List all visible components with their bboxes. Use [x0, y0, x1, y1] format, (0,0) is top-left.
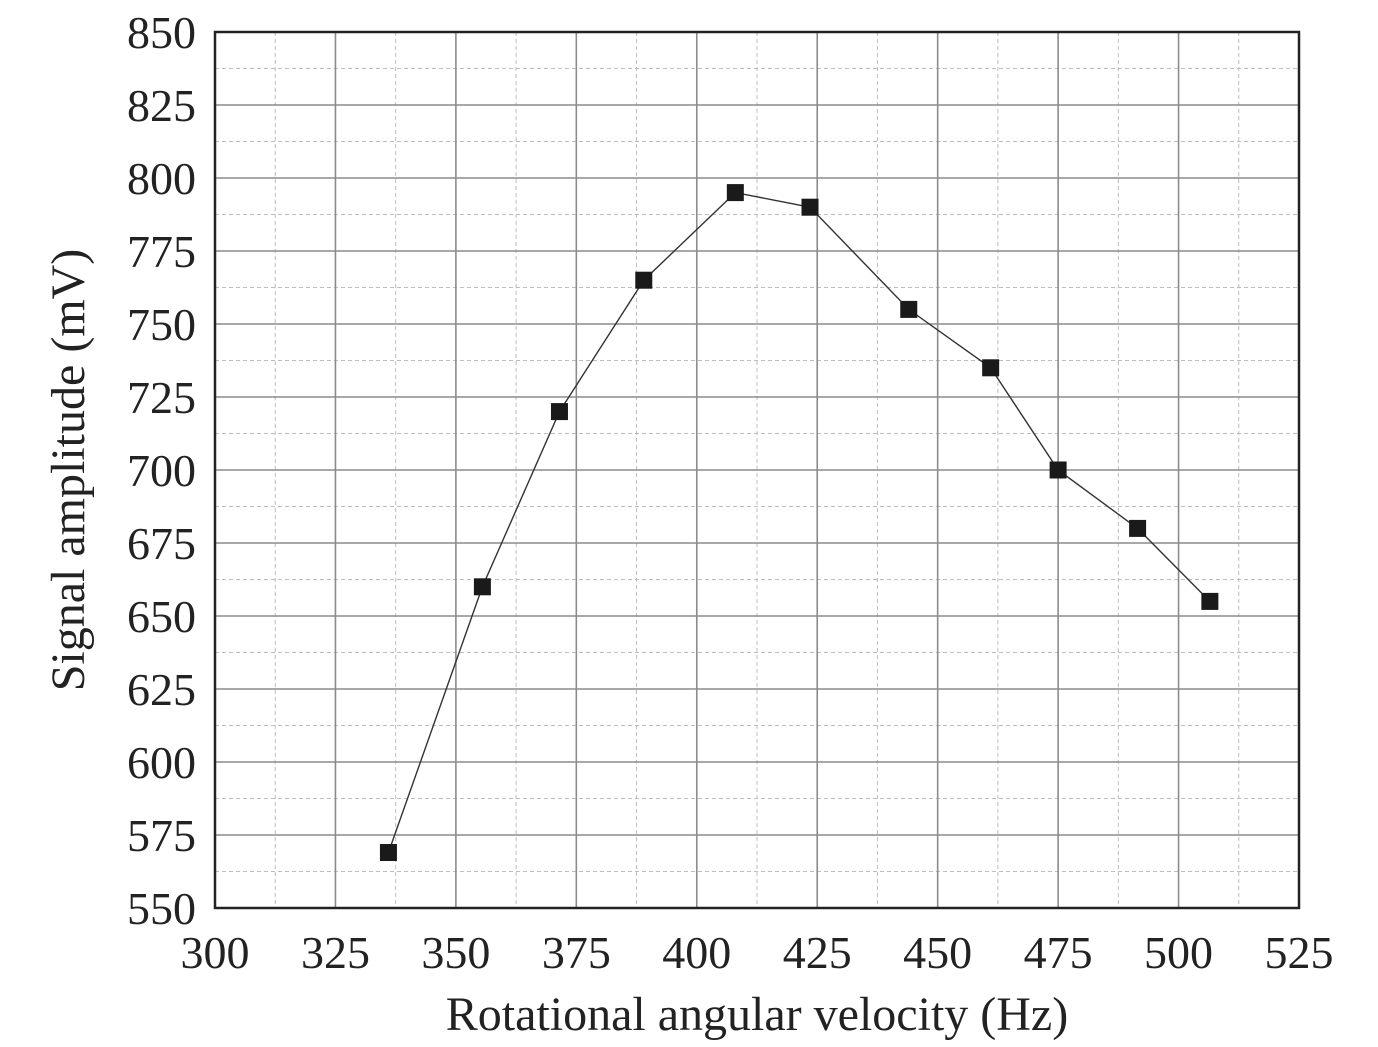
x-tick-labels: 300 325 350 375 400 425 450 475 500 525	[181, 927, 1334, 978]
grid-lines	[214, 31, 1300, 909]
y-tick-labels: 550 575 600 625 650 675 700 725 750 775 800 825 850	[127, 7, 196, 934]
data-point	[801, 198, 819, 216]
data-point	[982, 359, 1000, 377]
series-line	[387, 191, 1211, 853]
x-axis-label: Rotational angular velocity (Hz)	[446, 988, 1068, 1041]
data-point	[900, 300, 918, 318]
data-point	[1201, 592, 1219, 610]
y-tick-label: 575	[127, 810, 196, 861]
y-tick-label: 800	[127, 153, 196, 204]
y-tick-label: 625	[127, 664, 196, 715]
x-tick-label: 475	[1024, 927, 1093, 978]
y-tick-label: 650	[127, 591, 196, 642]
y-tick-label: 600	[127, 737, 196, 788]
y-tick-label: 725	[127, 372, 196, 423]
data-series	[379, 184, 1219, 862]
x-tick-label: 350	[421, 927, 490, 978]
y-tick-label: 850	[127, 7, 196, 58]
x-tick-label: 325	[301, 927, 370, 978]
x-tick-label: 500	[1144, 927, 1213, 978]
data-point	[726, 184, 744, 202]
y-tick-label: 825	[127, 80, 196, 131]
data-point	[635, 271, 653, 289]
y-tick-label: 675	[127, 518, 196, 569]
data-point	[1049, 461, 1067, 479]
x-tick-label: 375	[542, 927, 611, 978]
x-tick-label: 525	[1265, 927, 1334, 978]
y-axis-label: Signal amplitude (mV)	[42, 249, 95, 692]
data-point	[550, 403, 568, 421]
x-tick-label: 450	[903, 927, 972, 978]
plot-frame	[213, 30, 1301, 910]
x-tick-label: 425	[783, 927, 852, 978]
y-tick-label: 700	[127, 445, 196, 496]
y-tick-label: 750	[127, 299, 196, 350]
data-point	[473, 578, 491, 596]
data-point	[1129, 519, 1147, 537]
x-tick-label: 300	[181, 927, 250, 978]
data-point	[379, 844, 397, 862]
x-tick-label: 400	[662, 927, 731, 978]
y-tick-label: 775	[127, 226, 196, 277]
y-tick-label: 550	[127, 883, 196, 934]
